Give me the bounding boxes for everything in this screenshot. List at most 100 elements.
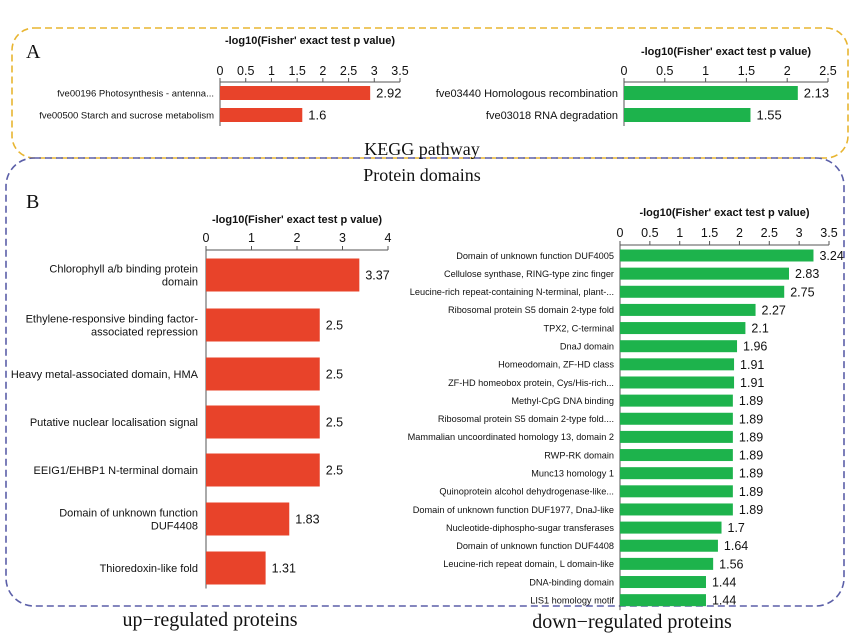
panel-a-letter: A [26,41,41,63]
up-regulated-caption: up−regulated proteins [122,609,297,631]
x-tick-label: 1 [702,64,709,78]
category-label: LIS1 homology motif [530,595,614,605]
data-label: 2.13 [804,86,829,101]
data-label: 1.44 [712,576,736,590]
data-label: 1.91 [740,376,764,390]
category-label: Ribosomal protein S5 domain 2-type fold [448,305,614,315]
category-label: Ribosomal protein S5 domain 2-type fold.… [438,414,614,424]
x-tick-label: 1 [268,64,275,78]
bar [620,485,733,498]
bar [620,303,756,316]
category-label: TPX2, C-terminal [544,323,614,333]
data-label: 3.37 [365,269,389,283]
category-label: Cellulose synthase, RING-type zinc finge… [444,269,614,279]
bar [220,108,303,122]
bar [620,358,735,371]
panel-a-caption: KEGG pathway [364,139,479,159]
bar [620,322,746,335]
bar [620,430,733,443]
category-label: fve00196 Photosynthesis - antenna... [57,88,214,99]
category-label: Heavy metal-associated domain, HMA [11,369,199,381]
data-label: 2.5 [326,319,343,333]
x-tick-label: 0 [617,226,624,240]
bar [206,551,266,585]
category-label: Thioredoxin-like fold [100,563,198,575]
bar [206,405,320,439]
category-label: DnaJ domain [560,342,614,352]
x-tick-label: 2 [784,64,791,78]
bar [624,108,751,122]
category-label: RWP-RK domain [544,450,614,460]
category-label: Putative nuclear localisation signal [30,417,198,429]
bar [620,394,733,407]
category-label: fve03018 RNA degradation [486,110,618,122]
bar [620,467,733,480]
x-tick-label: 3 [339,231,346,245]
x-tick-label: 2.5 [761,226,778,240]
data-label: 1.89 [739,485,763,499]
bar [620,285,785,298]
axis-title: -log10(Fisher' exact test p value) [212,214,382,226]
panel-b-border [5,157,845,607]
x-tick-label: 1.5 [701,226,718,240]
data-label: 1.64 [724,539,748,553]
category-label: fve03440 Homologous recombination [436,88,618,100]
category-label: Nucleotide-diphospho-sugar transferases [446,523,614,533]
category-label: Domain of unknown function [59,507,198,519]
x-tick-label: 0 [203,231,210,245]
data-label: 2.5 [326,464,343,478]
kegg-up-chart: -log10(Fisher' exact test p value)0 0.5 1 1… [39,35,409,126]
axis-title: -log10(Fisher' exact test p value) [639,207,809,219]
bar [620,576,706,589]
data-label: 1.55 [756,108,781,123]
category-label: Leucine-rich repeat-containing N-termina… [410,287,614,297]
data-label: 1.89 [739,467,763,481]
x-tick-label: 0 [621,64,628,78]
bar [620,267,789,280]
category-label: Domain of unknown function DUF1977, DnaJ… [413,505,614,515]
bar [206,502,290,536]
x-tick-label: 1.5 [738,64,755,78]
category-label: Mammalian uncoordinated homology 13, dom… [408,432,614,442]
category-label: Chlorophyll a/b binding protein [49,263,198,275]
domain-down-chart: -log10(Fisher' exact test p value) 0 0.5 1 1… [408,207,844,611]
domain-up-chart: -log10(Fisher' exact test p value)0 1 2 3 4 3… [11,214,392,589]
down-regulated-caption: down−regulated proteins [532,611,732,633]
x-tick-label: 3 [371,64,378,78]
data-label: 2.27 [762,303,786,317]
category-label: DUF4408 [151,520,198,532]
data-label: 1.89 [739,449,763,463]
bar [620,249,814,262]
x-tick-label: 0.5 [641,226,658,240]
category-label: Domain of unknown function DUF4005 [456,251,614,261]
data-label: 2.1 [751,322,768,336]
bar [620,503,733,516]
panel-b-letter: B [26,191,39,213]
category-label: Ethylene-responsive binding factor- [26,313,199,325]
bar [206,308,320,342]
category-label: Methyl-CpG DNA binding [511,396,614,406]
data-label: 1.89 [739,412,763,426]
bar [624,86,798,100]
data-label: 1.89 [739,430,763,444]
data-label: 2.83 [795,267,819,281]
data-label: 2.5 [326,416,343,430]
category-label: Munc13 homology 1 [531,468,614,478]
x-tick-label: 3.5 [820,226,837,240]
x-tick-label: 2.5 [819,64,836,78]
data-label: 1.89 [739,394,763,408]
category-label: Leucine-rich repeat domain, L domain-lik… [443,559,614,569]
x-tick-label: 1.5 [288,64,305,78]
data-label: 1.56 [719,557,743,571]
data-label: 1.31 [272,562,296,576]
data-label: 2.5 [326,368,343,382]
data-label: 2.92 [376,86,401,101]
data-label: 1.89 [739,503,763,517]
bar [620,376,735,389]
x-tick-label: 2 [736,226,743,240]
x-tick-label: 1 [676,226,683,240]
x-tick-label: 0 [217,64,224,78]
x-tick-label: 0.5 [237,64,254,78]
category-label: associated repression [91,326,198,338]
